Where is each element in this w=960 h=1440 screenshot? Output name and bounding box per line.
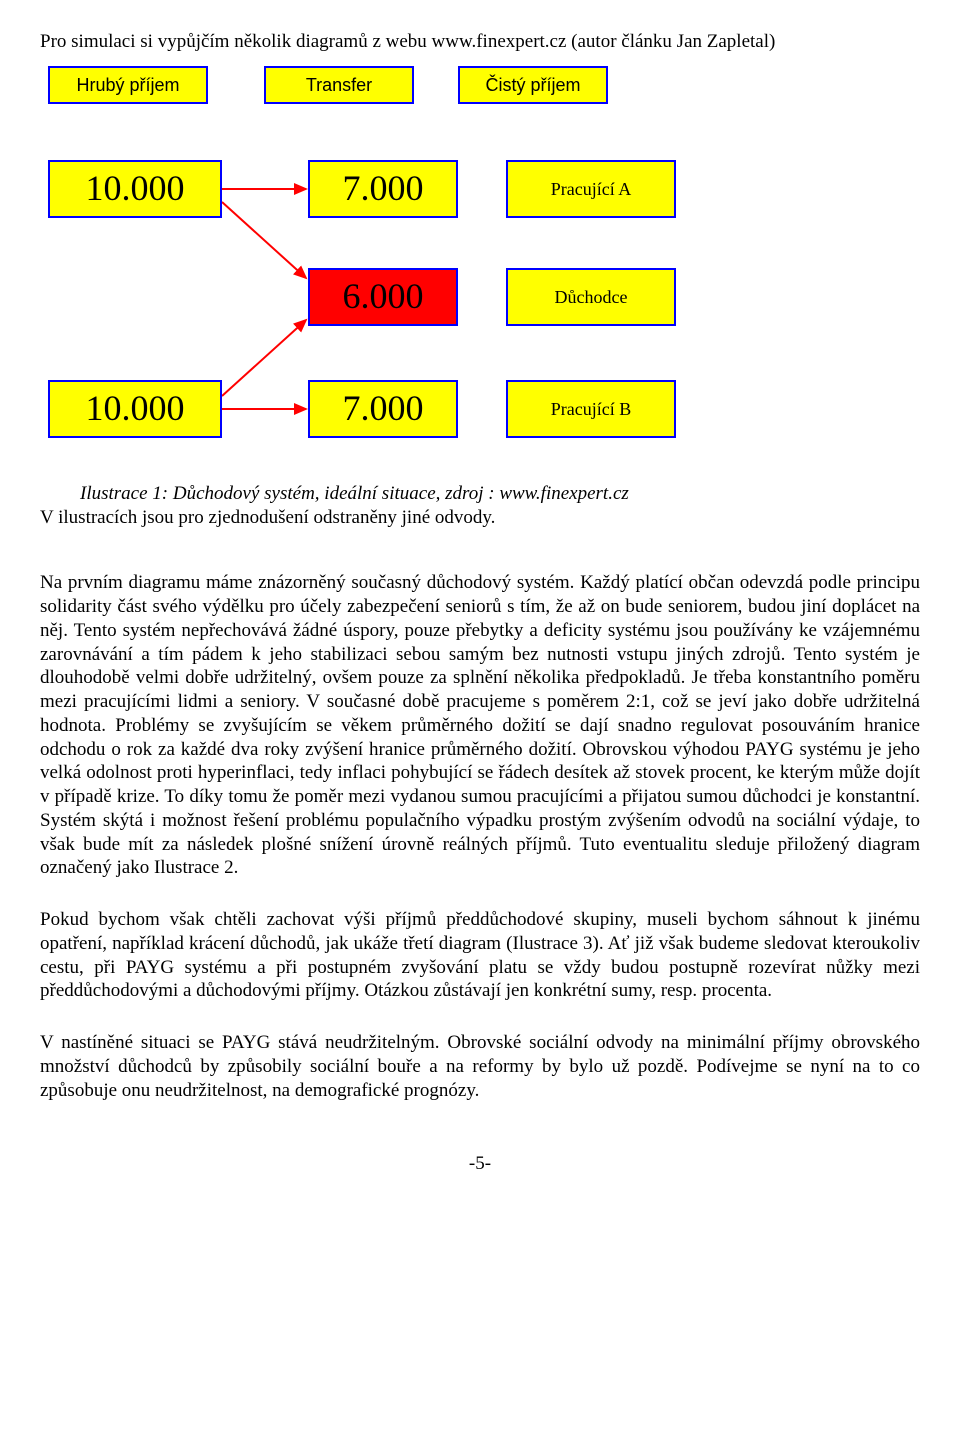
paragraph-2: Pokud bychom však chtěli zachovat výši p… [40,908,920,1003]
diagram-box-a1: 10.000 [48,160,222,218]
arrow-1 [222,202,306,278]
page: Pro simulaci si vypůjčím několik diagram… [0,0,960,1216]
diagram-box-a3: Pracující A [506,160,676,218]
diagram-box-b3: Pracující B [506,380,676,438]
arrow-3 [222,320,306,396]
diagram-box-b2: 7.000 [308,380,458,438]
paragraph-1: Na prvním diagramu máme znázorněný souča… [40,571,920,880]
caption-block: Ilustrace 1: Důchodový systém, ideální s… [40,482,920,530]
page-number: -5- [40,1152,920,1176]
caption-1: Ilustrace 1: Důchodový systém, ideální s… [40,482,920,506]
caption-2: V ilustracích jsou pro zjednodušení odst… [40,506,920,530]
diagram-box-d1: 6.000 [308,268,458,326]
diagram-box-h2: Transfer [264,66,414,104]
diagram-box-h1: Hrubý příjem [48,66,208,104]
diagram-box-a2: 7.000 [308,160,458,218]
diagram-box-h3: Čistý příjem [458,66,608,104]
diagram-box-b1: 10.000 [48,380,222,438]
diagram-box-d2: Důchodce [506,268,676,326]
intro-text: Pro simulaci si vypůjčím několik diagram… [40,30,920,54]
pension-diagram: Hrubý příjem Transfer Čistý příjem 10.000 7.… [40,54,800,474]
paragraph-3: V nastíněné situaci se PAYG stává neudrž… [40,1031,920,1102]
